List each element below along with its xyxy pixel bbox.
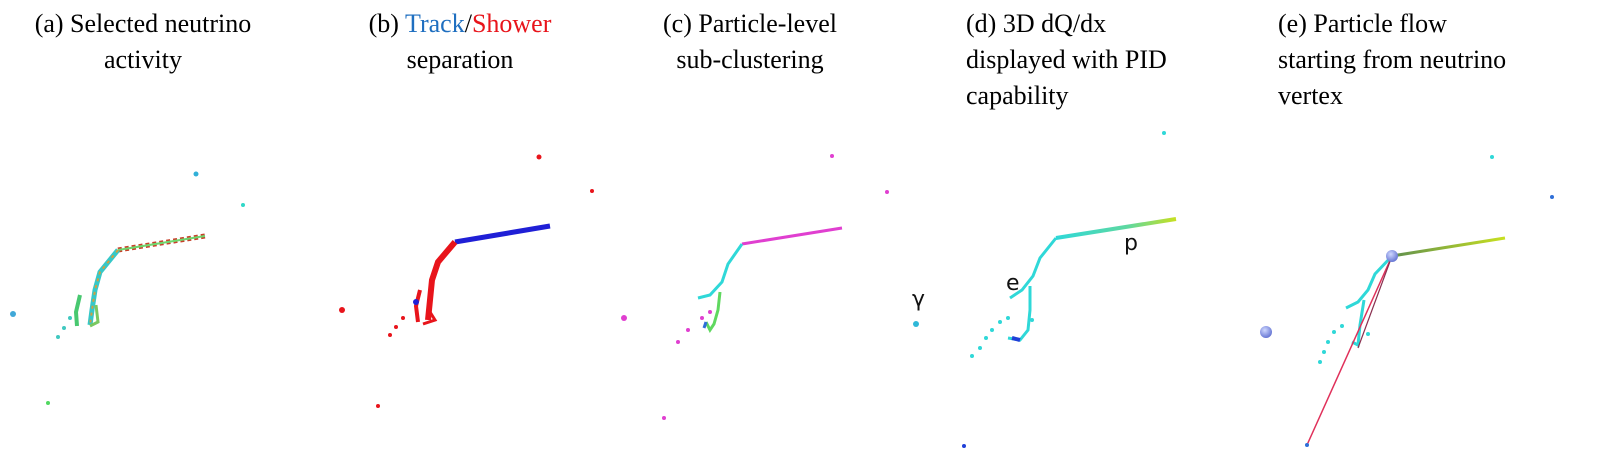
panel-d-caption: (d) 3D dQ/dx displayed with PID capabili…	[966, 6, 1167, 114]
panel-e-hits	[1260, 155, 1554, 447]
panel-d-hits	[913, 131, 1177, 448]
panel-a-caption-line2: activity	[104, 45, 182, 74]
panel-e: (e) Particle flow starting from neutrino…	[1230, 0, 1613, 475]
panel-e-caption-line3: vertex	[1278, 81, 1343, 110]
panel-a-caption-line1: (a) Selected neutrino	[34, 9, 252, 38]
panel-b-event-display	[339, 154, 594, 408]
panel-e-caption-line1: (e) Particle flow	[1278, 9, 1447, 38]
panel-c-caption-line1: (c) Particle-level	[663, 9, 837, 38]
panel-d-event-display: γ e p	[912, 131, 1177, 448]
panel-c-event-display	[621, 154, 889, 420]
panel-a: (a) Selected neutrino activity	[0, 0, 300, 475]
panel-b-caption-line1: (b) Track/Shower	[340, 6, 580, 42]
electron-label: e	[1006, 271, 1020, 296]
proton-label: p	[1124, 231, 1138, 256]
panel-c-caption: (c) Particle-level sub-clustering	[640, 6, 860, 78]
panel-b: (b) Track/Shower separation	[320, 0, 620, 475]
panel-e-caption: (e) Particle flow starting from neutrino…	[1278, 6, 1506, 114]
panel-d-caption-line2: displayed with PID	[966, 45, 1167, 74]
panel-a-caption: (a) Selected neutrino activity	[18, 6, 268, 78]
panel-c-caption-line2: sub-clustering	[676, 45, 824, 74]
panel-b-hits	[339, 154, 594, 408]
shower-label: Shower	[471, 9, 552, 38]
track-label: Track	[404, 9, 465, 38]
panel-e-event-display	[1260, 155, 1554, 447]
gamma-label: γ	[912, 287, 925, 312]
panel-e-caption-line2: starting from neutrino	[1278, 45, 1507, 74]
panel-b-caption-separator: /	[464, 9, 472, 38]
panel-a-event-display	[10, 171, 245, 405]
panel-b-caption-line2: separation	[406, 45, 514, 74]
flow-line	[1306, 255, 1393, 446]
panel-c: (c) Particle-level sub-clustering	[610, 0, 910, 475]
panel-d: (d) 3D dQ/dx displayed with PID capabili…	[900, 0, 1230, 475]
secondary-vertex-marker	[1260, 326, 1272, 338]
panel-d-caption-line1: (d) 3D dQ/dx	[966, 9, 1107, 38]
panel-b-caption-prefix: (b)	[368, 9, 405, 38]
panel-a-hits	[10, 171, 245, 405]
neutrino-vertex-marker	[1386, 250, 1398, 262]
panel-d-caption-line3: capability	[966, 81, 1069, 110]
panel-c-hits	[621, 154, 889, 420]
panel-b-caption: (b) Track/Shower separation	[340, 6, 580, 78]
